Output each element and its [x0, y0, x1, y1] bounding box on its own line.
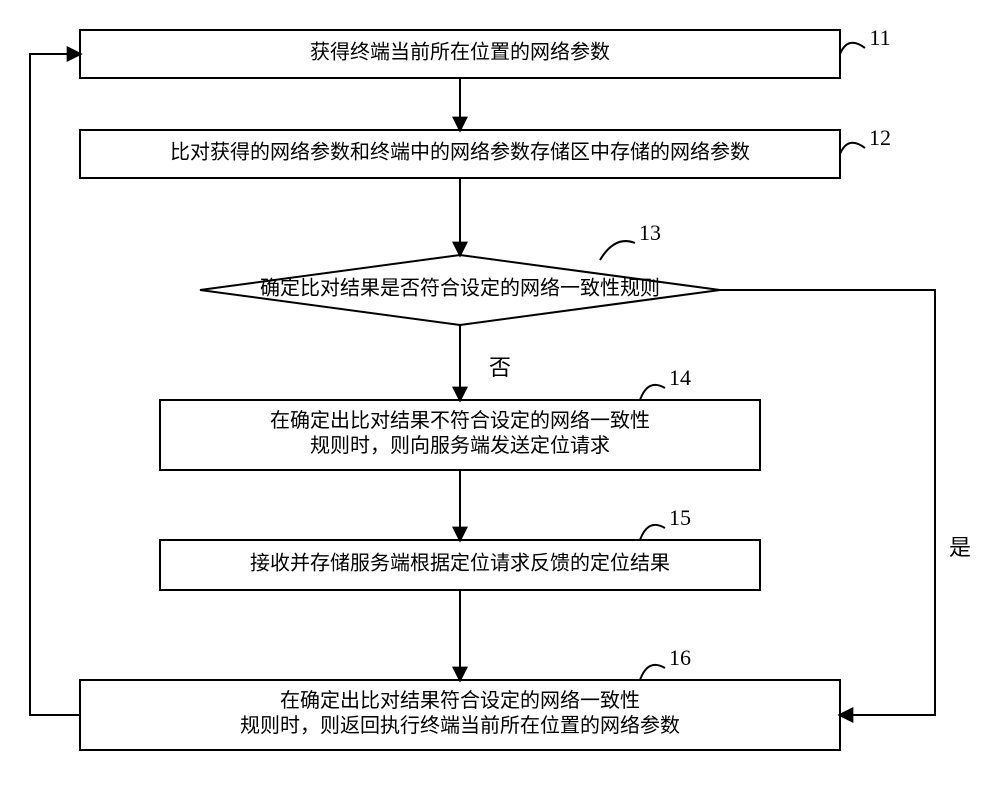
branch-yes: 是 [949, 535, 971, 560]
ref-label: 11 [869, 25, 890, 50]
ref-label: 13 [639, 220, 661, 245]
box-text: 比对获得的网络参数和终端中的网络参数存储区中存储的网络参数 [170, 141, 750, 164]
box-text: 获得终端当前所在位置的网络参数 [310, 41, 610, 64]
ref-label: 16 [669, 645, 691, 670]
box-text: 规则时，则向服务端发送定位请求 [310, 434, 610, 457]
ref-label: 12 [869, 125, 891, 150]
box-text: 在确定出比对结果不符合设定的网络一致性 [270, 409, 650, 432]
box-text: 在确定出比对结果符合设定的网络一致性 [280, 689, 640, 712]
box-text: 接收并存储服务端根据定位请求反馈的定位结果 [250, 552, 670, 575]
diamond-text: 确定比对结果是否符合设定的网络一致性规则 [260, 277, 660, 300]
branch-no: 否 [489, 355, 511, 380]
box-text: 规则时，则返回执行终端当前所在位置的网络参数 [240, 714, 680, 737]
ref-label: 15 [669, 505, 691, 530]
ref-label: 14 [669, 365, 691, 390]
